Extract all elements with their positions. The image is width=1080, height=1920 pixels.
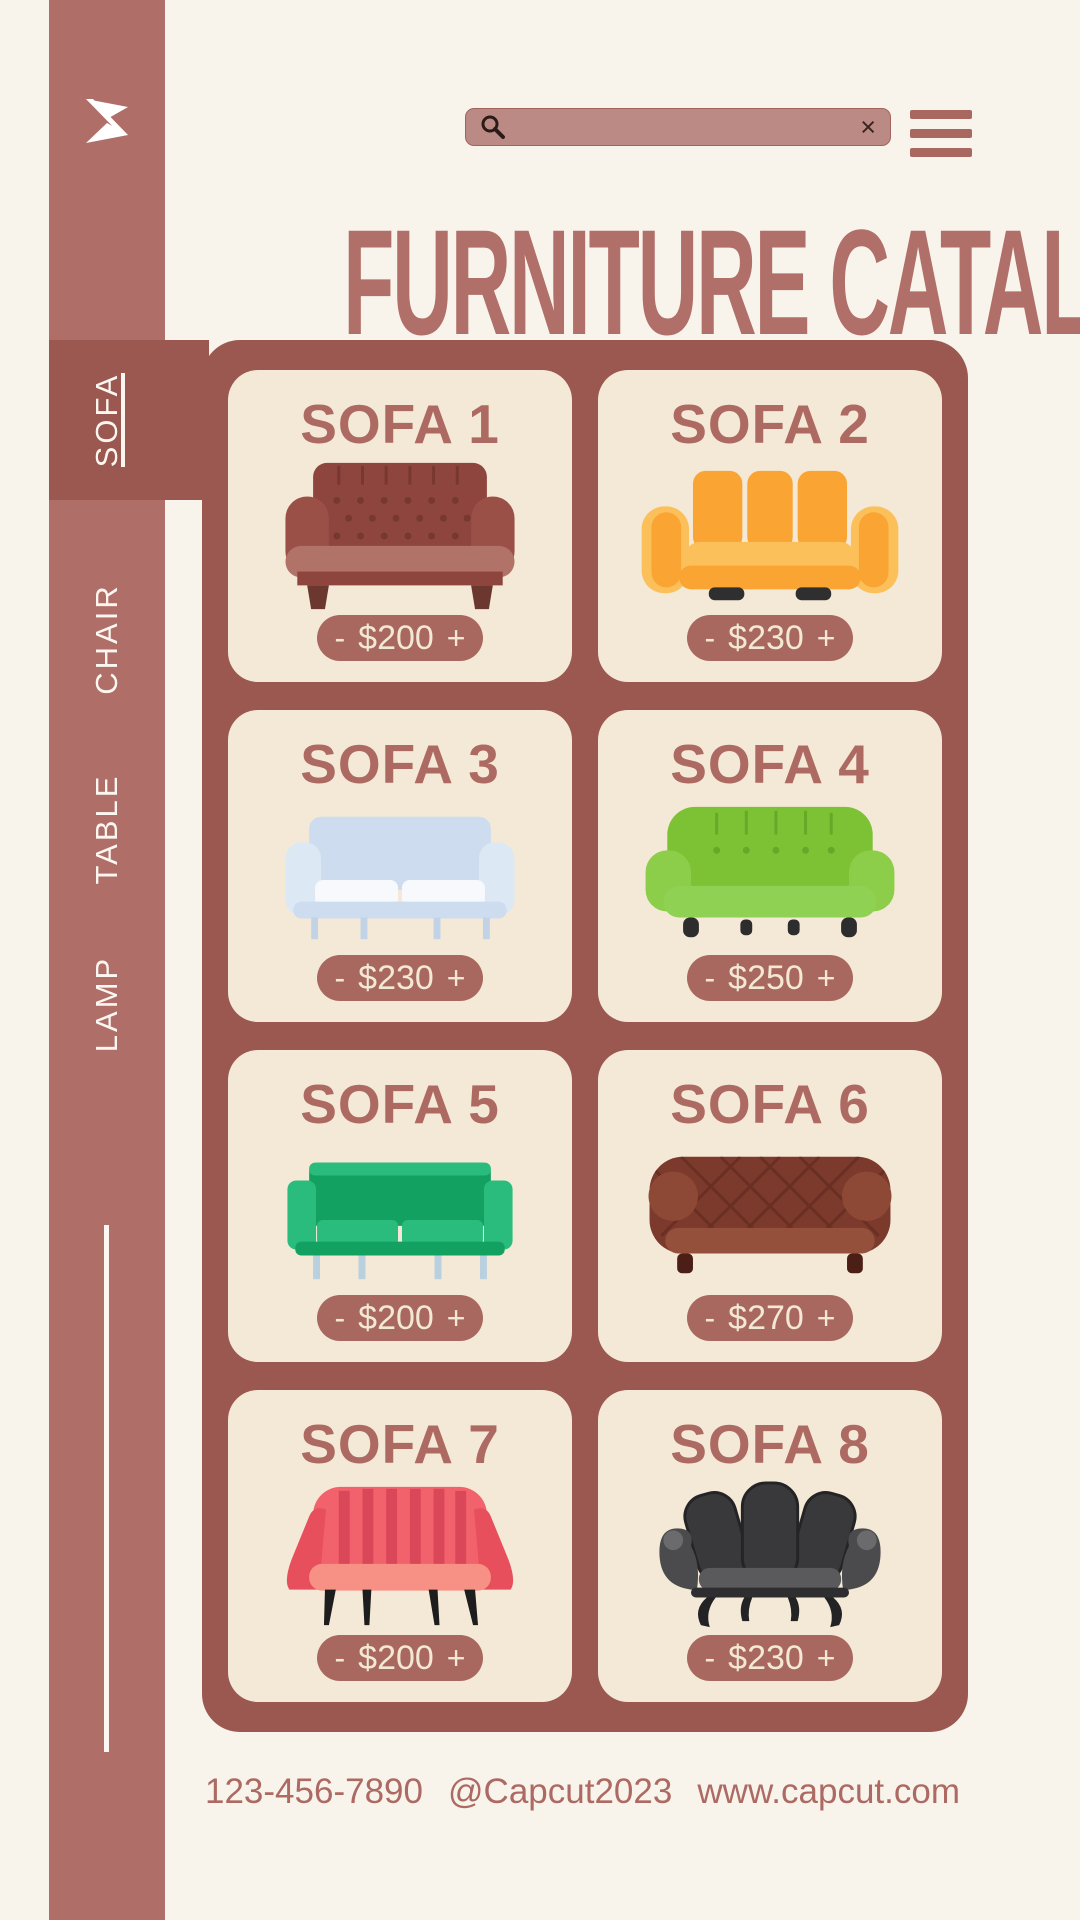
price-stepper: - $230 +	[686, 615, 854, 661]
decrease-button[interactable]: -	[704, 960, 716, 996]
footer: 123-456-7890 @Capcut2023 www.capcut.com	[205, 1772, 960, 1812]
product-name: SOFA 3	[300, 733, 500, 795]
price-stepper: - $230 +	[686, 1635, 854, 1681]
product-name: SOFA 5	[300, 1073, 500, 1135]
product-name: SOFA 1	[300, 393, 500, 455]
product-name: SOFA 6	[670, 1073, 870, 1135]
price-value: $230	[358, 958, 434, 997]
price-stepper: - $200 +	[316, 615, 484, 661]
decrease-button[interactable]: -	[334, 1300, 346, 1336]
catalog-board: SOFA 1	[202, 340, 968, 1732]
sofa-illustration	[228, 1476, 572, 1635]
sofa-illustration	[598, 1476, 942, 1635]
product-name: SOFA 7	[300, 1413, 500, 1475]
price-value: $200	[358, 1638, 434, 1677]
sofa-illustration	[228, 1136, 572, 1295]
active-tab-underline	[121, 373, 125, 467]
product-card[interactable]: SOFA 3 - $230 +	[228, 710, 572, 1022]
product-card[interactable]: SOFA 5 - $200	[228, 1050, 572, 1362]
search-input[interactable]	[516, 112, 851, 142]
sidebar-item-lamp[interactable]: LAMP	[89, 955, 124, 1053]
social-handle: @Capcut2023	[448, 1772, 673, 1811]
price-stepper: - $270 +	[686, 1295, 854, 1341]
increase-button[interactable]: +	[446, 1640, 466, 1676]
price-value: $250	[728, 958, 804, 997]
price-value: $270	[728, 1298, 804, 1337]
product-name: SOFA 2	[670, 393, 870, 455]
price-value: $230	[728, 1638, 804, 1677]
product-name: SOFA 8	[670, 1413, 870, 1475]
increase-button[interactable]: +	[446, 960, 466, 996]
sidebar-item-table[interactable]: TABLE	[89, 773, 124, 885]
page-title: FURNITURE CATALOG	[343, 198, 1080, 366]
increase-button[interactable]: +	[816, 1300, 836, 1336]
price-value: $230	[728, 618, 804, 657]
capcut-logo-icon	[49, 98, 165, 144]
search-icon	[480, 114, 506, 140]
sidebar-item-sofa-label[interactable]: SOFA	[89, 372, 124, 468]
decrease-button[interactable]: -	[334, 1640, 346, 1676]
sofa-illustration	[598, 1136, 942, 1295]
increase-button[interactable]: +	[816, 620, 836, 656]
price-stepper: - $250 +	[686, 955, 854, 1001]
product-card[interactable]: SOFA 1	[228, 370, 572, 682]
product-card[interactable]: SOFA 4	[598, 710, 942, 1022]
sidebar-item-chair[interactable]: CHAIR	[89, 583, 124, 695]
sidebar-item-sofa[interactable]	[49, 340, 209, 500]
price-stepper: - $200 +	[316, 1295, 484, 1341]
increase-button[interactable]: +	[446, 620, 466, 656]
phone-number: 123-456-7890	[205, 1772, 423, 1811]
sofa-illustration	[598, 456, 942, 615]
price-value: $200	[358, 1298, 434, 1337]
price-stepper: - $230 +	[316, 955, 484, 1001]
price-value: $200	[358, 618, 434, 657]
sidebar-divider-line	[104, 1225, 109, 1752]
product-card[interactable]: SOFA 2 - $230 +	[598, 370, 942, 682]
sofa-illustration	[598, 796, 942, 955]
sofa-illustration	[228, 796, 572, 955]
product-card[interactable]: SOFA 8	[598, 1390, 942, 1702]
sofa-illustration	[228, 456, 572, 615]
decrease-button[interactable]: -	[704, 1300, 716, 1336]
decrease-button[interactable]: -	[704, 1640, 716, 1676]
website-url: www.capcut.com	[697, 1772, 960, 1811]
product-card[interactable]: SOFA 7	[228, 1390, 572, 1702]
menu-icon[interactable]	[910, 110, 972, 157]
clear-search-icon[interactable]: ×	[860, 111, 876, 142]
increase-button[interactable]: +	[816, 960, 836, 996]
decrease-button[interactable]: -	[334, 620, 346, 656]
product-card[interactable]: SOFA 6	[598, 1050, 942, 1362]
price-stepper: - $200 +	[316, 1635, 484, 1681]
decrease-button[interactable]: -	[704, 620, 716, 656]
product-name: SOFA 4	[670, 733, 870, 795]
increase-button[interactable]: +	[446, 1300, 466, 1336]
increase-button[interactable]: +	[816, 1640, 836, 1676]
search-bar[interactable]: ×	[465, 108, 891, 146]
decrease-button[interactable]: -	[334, 960, 346, 996]
